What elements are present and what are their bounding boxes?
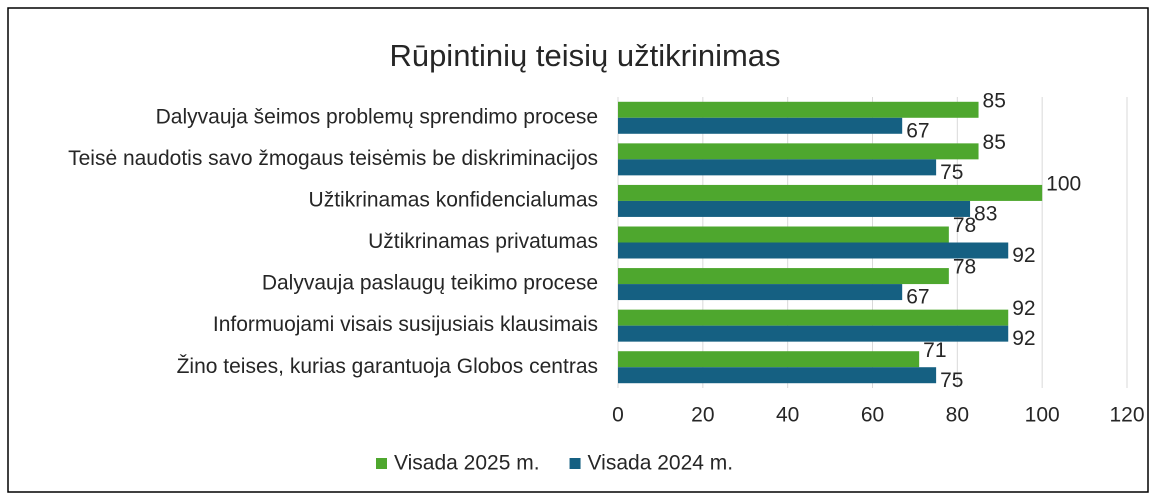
bar: [618, 309, 1009, 326]
legend-label: Visada 2024 m.: [588, 452, 734, 475]
bar: [618, 268, 949, 285]
y-tick-label: Užtikrinamas konfidencialumas: [309, 188, 598, 211]
value-label: 85: [983, 131, 1006, 154]
x-tick-label: 40: [776, 404, 799, 427]
legend-swatch: [376, 458, 387, 469]
legend-label: Visada 2025 m.: [394, 452, 540, 475]
value-label: 67: [906, 286, 929, 309]
y-tick-label: Užtikrinamas privatumas: [368, 230, 598, 253]
value-label: 75: [940, 369, 963, 392]
value-label: 92: [1012, 297, 1035, 320]
bar: [618, 367, 937, 384]
bar: [618, 242, 1009, 259]
y-tick-label: Informuojami visais susijusiais klausima…: [213, 313, 598, 336]
y-tick-label: Dalyvauja paslaugų teikimo procese: [262, 272, 598, 295]
bar: [618, 351, 920, 368]
x-tick-label: 20: [691, 404, 714, 427]
y-tick-label: Teisė naudotis savo žmogaus teisėmis be …: [68, 147, 598, 170]
bar: [618, 325, 1009, 342]
value-label: 100: [1046, 172, 1081, 195]
bar: [618, 117, 903, 134]
bar: [618, 284, 903, 301]
x-tick-label: 100: [1025, 404, 1060, 427]
value-label: 92: [1012, 327, 1035, 350]
bar: [618, 159, 937, 176]
x-tick-label: 80: [946, 404, 969, 427]
x-tick-label: 0: [612, 404, 624, 427]
legend-swatch: [569, 458, 581, 469]
y-tick-label: Žino teises, kurias garantuoja Globos ce…: [177, 355, 598, 378]
value-label: 92: [1012, 244, 1035, 267]
bar: [618, 101, 979, 118]
y-tick-label: Dalyvauja šeimos problemų sprendimo proc…: [156, 105, 598, 128]
bar: [618, 226, 949, 243]
x-tick-label: 60: [861, 404, 884, 427]
x-tick-label: 120: [1109, 404, 1144, 427]
value-label: 85: [983, 89, 1006, 112]
value-label: 67: [906, 119, 929, 142]
value-label: 78: [953, 256, 976, 279]
bar: [618, 184, 1043, 201]
value-label: 75: [940, 161, 963, 184]
bar: [618, 143, 979, 160]
value-label: 71: [923, 339, 946, 362]
value-label: 83: [974, 202, 997, 225]
bar: [618, 200, 971, 217]
chart-title: Rūpintinių teisių užtikrinimas: [389, 38, 780, 73]
value-label: 78: [953, 214, 976, 237]
